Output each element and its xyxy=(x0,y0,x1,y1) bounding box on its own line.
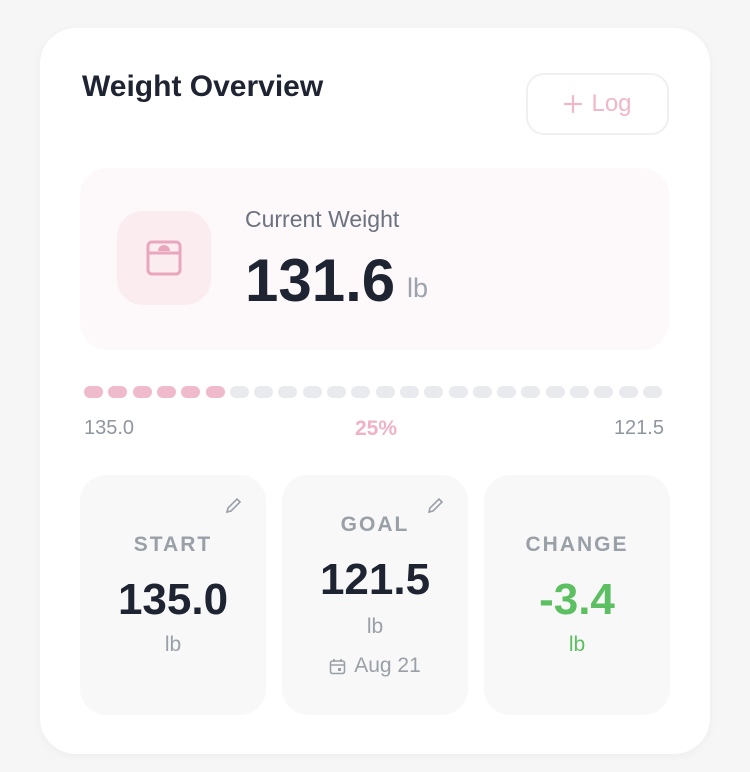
log-button-label: Log xyxy=(591,90,632,117)
card-label: GOAL xyxy=(340,513,410,536)
progress-dot xyxy=(497,386,517,398)
edit-icon[interactable] xyxy=(426,495,446,515)
card-unit: lb xyxy=(366,615,384,638)
goal-card: GOAL 121.5 lb Aug 21 xyxy=(282,475,468,715)
plus-icon xyxy=(564,94,583,114)
progress-dot xyxy=(132,386,152,398)
progress-dot xyxy=(84,386,103,398)
progress-dot xyxy=(108,386,128,398)
log-button[interactable]: Log xyxy=(526,73,669,135)
title: Weight Overview xyxy=(82,70,324,103)
scale-glyph xyxy=(146,240,182,276)
card-unit: lb xyxy=(164,633,182,656)
progress-start: 135.0 xyxy=(84,417,135,439)
card-value: 135.0 xyxy=(117,575,229,624)
calendar-icon xyxy=(329,658,346,674)
card-label: START xyxy=(133,533,213,556)
progress-goal: 121.5 xyxy=(613,417,664,439)
card-value: -3.4 xyxy=(539,575,615,624)
progress-dot xyxy=(181,386,201,398)
current-weight-value: 131.6 xyxy=(245,247,396,314)
goal-date: Aug 21 xyxy=(282,654,468,678)
progress-dot xyxy=(545,386,565,398)
progress-dot xyxy=(618,386,638,398)
progress-dot xyxy=(521,386,541,398)
current-weight-unit: lb xyxy=(407,273,429,303)
progress-dot xyxy=(351,386,371,398)
progress-dot xyxy=(278,386,298,398)
progress-dot xyxy=(156,386,176,398)
change-card: CHANGE -3.4 lb xyxy=(484,475,670,715)
card-value: 121.5 xyxy=(319,555,431,604)
card-unit: lb xyxy=(568,633,586,656)
edit-icon[interactable] xyxy=(224,495,244,515)
progress-dot xyxy=(642,386,662,398)
progress-dot xyxy=(570,386,589,398)
progress-dot xyxy=(472,386,492,398)
goal-date-text: Aug 21 xyxy=(354,654,421,677)
progress-dot xyxy=(302,386,322,398)
progress-dot xyxy=(375,386,395,398)
progress-dot xyxy=(205,386,225,398)
progress-dot xyxy=(229,386,249,398)
progress-dot xyxy=(448,386,468,398)
progress-dot xyxy=(594,386,614,398)
current-weight-label: Current Weight xyxy=(245,206,400,232)
start-card: START 135.0 lb xyxy=(80,475,266,715)
card-label: CHANGE xyxy=(525,533,629,556)
progress-percent: 25% xyxy=(354,417,398,440)
progress-dot xyxy=(327,386,346,398)
progress-dot xyxy=(399,386,419,398)
scale-icon xyxy=(117,211,211,305)
progress-dot xyxy=(424,386,444,398)
progress-dot xyxy=(254,386,274,398)
